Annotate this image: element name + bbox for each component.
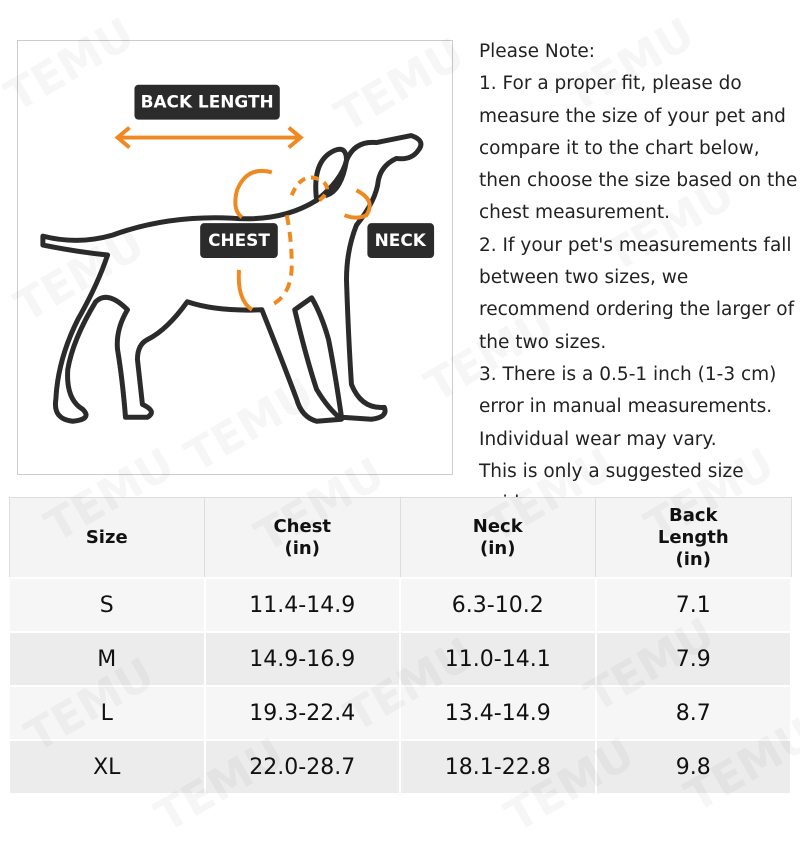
neck-label: NECK xyxy=(375,230,427,250)
note-heading: Please Note: xyxy=(479,41,595,62)
header-cell: Chest (in) xyxy=(204,497,401,579)
table-cell: 13.4-14.9 xyxy=(399,685,597,741)
note-item: 1. For a proper fit, please do measure t… xyxy=(479,73,798,224)
table-cell: 8.7 xyxy=(594,685,792,741)
header-cell: Size xyxy=(8,497,205,579)
header-text: Back Length (in) xyxy=(657,504,729,570)
header-text: Chest (in) xyxy=(273,515,332,559)
label-box xyxy=(134,84,280,120)
table-cell: 11.0-14.1 xyxy=(399,631,597,687)
table-cell: M xyxy=(8,631,206,687)
label-box xyxy=(367,223,435,258)
note-item: 3. There is a 0.5-1 inch (1-3 cm) error … xyxy=(479,363,777,450)
table-cell: 19.3-22.4 xyxy=(203,685,401,741)
note: Please Note: 1. For a proper fit, please… xyxy=(479,36,800,520)
label-box xyxy=(200,223,278,258)
dog-diagram: BACK LENGTH CHEST NECK xyxy=(17,40,453,475)
page: BACK LENGTH CHEST NECK Please Note: 1. F… xyxy=(8,36,800,795)
size-table: Size Chest (in) Neck (in) Back Length (in) … xyxy=(8,497,792,795)
measure-arrows xyxy=(114,126,372,312)
header-cell: Neck (in) xyxy=(399,497,596,579)
note-item: 2. If your pet's measurements fall betwe… xyxy=(479,234,795,353)
table-row: L 19.3-22.4 13.4-14.9 8.7 xyxy=(8,685,792,741)
table-cell: 7.9 xyxy=(594,631,792,687)
header-cell: Back Length (in) xyxy=(595,497,792,579)
table-row: S 11.4-14.9 6.3-10.2 7.1 xyxy=(8,577,792,633)
table-cell: 18.1-22.8 xyxy=(399,739,597,795)
table-cell: 6.3-10.2 xyxy=(399,577,597,633)
table-cell: XL xyxy=(8,739,206,795)
table-cell: 14.9-16.9 xyxy=(203,631,401,687)
table-cell: 22.0-28.7 xyxy=(203,739,401,795)
chest-label: CHEST xyxy=(208,230,270,250)
table-cell: 9.8 xyxy=(594,739,792,795)
header-text: Size xyxy=(85,526,128,548)
header-text: Neck (in) xyxy=(472,515,523,559)
dog-outline xyxy=(40,133,424,424)
table-row: XL 22.0-28.7 18.1-22.8 9.8 xyxy=(8,739,792,795)
table-cell: L xyxy=(8,685,206,741)
table-cell: 7.1 xyxy=(594,577,792,633)
header-row: Size Chest (in) Neck (in) Back Length (in) xyxy=(8,497,792,579)
back-length-label: BACK LENGTH xyxy=(141,92,274,112)
table-row: M 14.9-16.9 11.0-14.1 7.9 xyxy=(8,631,792,687)
table-cell: S xyxy=(8,577,206,633)
table-cell: 11.4-14.9 xyxy=(203,577,401,633)
